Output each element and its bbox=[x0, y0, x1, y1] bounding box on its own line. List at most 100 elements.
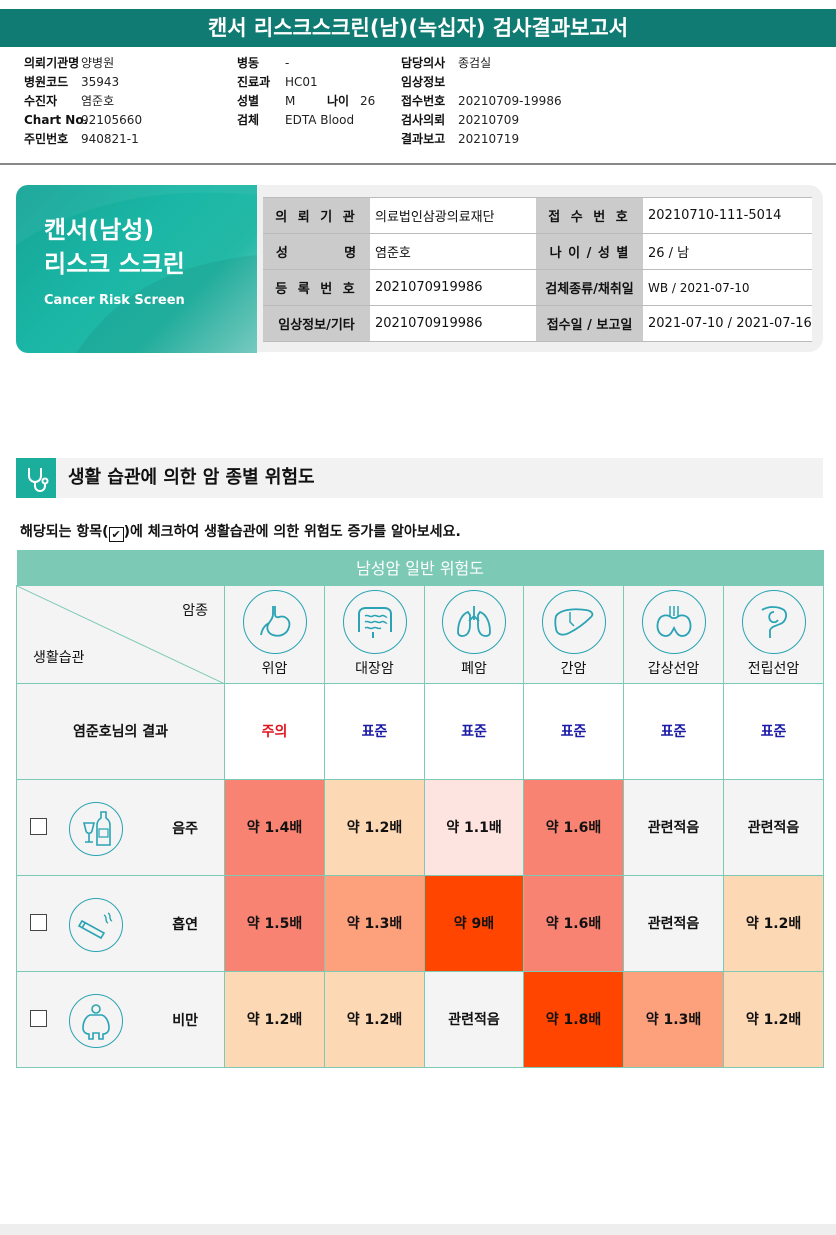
stomach-icon bbox=[242, 590, 307, 654]
risk-table: 남성암 일반 위험도 암종 생활습관 위암 대장암 폐암 bbox=[16, 550, 825, 1068]
result-cell: 표준 bbox=[523, 682, 624, 780]
meta-value: 26 bbox=[360, 94, 376, 108]
meta-right: 담당의사 종검실 임상정보 접수번호 20210709-19986 검사의뢰 2021… bbox=[401, 54, 562, 149]
info-row: 등 록 번 호 2021070919986 검체종류/채취일 WB / 2021… bbox=[263, 269, 812, 306]
habit-label: 비만 bbox=[172, 1012, 198, 1029]
meta-key: 검사의뢰 bbox=[401, 113, 446, 127]
corner-cell: 암종 생활습관 bbox=[16, 584, 225, 684]
meta-value: 종검실 bbox=[458, 56, 492, 70]
colon-icon bbox=[342, 590, 407, 654]
alcohol-icon bbox=[69, 801, 123, 856]
alcohol-checkbox[interactable] bbox=[30, 817, 47, 835]
result-cell: 표준 bbox=[623, 682, 724, 780]
cancer-header: 대장암 bbox=[324, 584, 425, 684]
result-cell: 표준 bbox=[424, 682, 524, 780]
info-value: 26 / 남 bbox=[643, 233, 812, 270]
cancer-header: 폐암 bbox=[424, 584, 524, 684]
meta-key: 나이 bbox=[327, 94, 350, 108]
section-title: 생활 습관에 의한 암 종별 위험도 bbox=[68, 467, 315, 488]
cancer-name: 폐암 bbox=[461, 661, 487, 677]
info-row: 임상정보/기타 2021070919986 접수일 / 보고일 2021-07-… bbox=[263, 305, 812, 342]
risk-cell: 약 1.1배 bbox=[424, 778, 524, 876]
patient-info-table: 의 뢰 기 관 의료법인삼광의료재단 접 수 번 호 20210710-111-… bbox=[263, 197, 812, 342]
risk-cell: 약 1.6배 bbox=[523, 874, 624, 972]
corner-bottom-label: 생활습관 bbox=[33, 649, 85, 666]
meta-value: M bbox=[285, 94, 296, 108]
meta-key: 주민번호 bbox=[24, 132, 69, 146]
meta-key: 의뢰기관명 bbox=[24, 56, 80, 70]
obesity-checkbox[interactable] bbox=[30, 1009, 47, 1027]
thyroid-icon bbox=[641, 590, 706, 654]
info-value: 염준호 bbox=[370, 233, 536, 270]
cancer-header: 위암 bbox=[224, 584, 325, 684]
meta-key: 진료과 bbox=[237, 75, 271, 89]
habit-row-obesity: 비만 약 1.2배 약 1.2배 관련적음 약 1.8배 약 1.3배 약 1.… bbox=[16, 970, 825, 1068]
meta-key: 성별 bbox=[237, 94, 260, 108]
instruction-before: 해당되는 항목( bbox=[20, 524, 109, 540]
meta-value: 20210709 bbox=[458, 113, 520, 127]
cancer-header-row: 암종 생활습관 위암 대장암 폐암 간암 bbox=[16, 584, 825, 684]
risk-cell: 약 1.6배 bbox=[523, 778, 624, 876]
meta-value: HC01 bbox=[285, 75, 318, 89]
risk-cell: 약 1.4배 bbox=[224, 778, 325, 876]
info-value: 2021070919986 bbox=[370, 269, 536, 306]
meta-value: 20210719 bbox=[458, 132, 520, 146]
cancer-name: 전립선암 bbox=[747, 661, 800, 677]
banner-subtitle: Cancer Risk Screen bbox=[44, 293, 185, 308]
meta-key: 병동 bbox=[237, 56, 260, 70]
result-cell: 주의 bbox=[224, 682, 325, 780]
risk-cell: 관련적음 bbox=[424, 970, 524, 1068]
risk-cell: 약 1.2배 bbox=[324, 970, 425, 1068]
info-key: 접수일 / 보고일 bbox=[536, 305, 643, 342]
instruction-text: 해당되는 항목(✔)에 체크하여 생활습관에 의한 위험도 증가를 알아보세요. bbox=[20, 521, 461, 542]
smoking-checkbox[interactable] bbox=[30, 913, 47, 931]
info-key: 검체종류/채취일 bbox=[536, 269, 643, 306]
risk-cell: 약 1.2배 bbox=[224, 970, 325, 1068]
habit-cell: 음주 bbox=[16, 778, 225, 876]
info-row: 의 뢰 기 관 의료법인삼광의료재단 접 수 번 호 20210710-111-… bbox=[263, 197, 812, 234]
corner-top-label: 암종 bbox=[182, 602, 208, 619]
info-value: 의료법인삼광의료재단 bbox=[370, 197, 536, 234]
habit-row-alcohol: 음주 약 1.4배 약 1.2배 약 1.1배 약 1.6배 관련적음 관련적음 bbox=[16, 778, 825, 876]
risk-cell: 약 1.2배 bbox=[722, 970, 825, 1068]
instruction-after: )에 체크하여 생활습관에 의한 위험도 증가를 알아보세요. bbox=[123, 524, 461, 540]
liver-icon bbox=[541, 590, 606, 654]
result-row: 염준호님의 결과 주의 표준 표준 표준 표준 표준 bbox=[16, 682, 825, 780]
meta-value: 20210709-19986 bbox=[458, 94, 562, 108]
cancer-name: 간암 bbox=[560, 661, 587, 677]
meta-value: 940821-1 bbox=[81, 132, 139, 146]
stethoscope-icon bbox=[16, 458, 56, 498]
cancer-name: 위암 bbox=[261, 661, 288, 677]
info-value: 2021-07-10 / 2021-07-16 bbox=[643, 305, 812, 342]
section-header: 생활 습관에 의한 암 종별 위험도 bbox=[16, 458, 823, 498]
info-key: 성 명 bbox=[263, 233, 370, 270]
cancer-name: 갑상선암 bbox=[647, 661, 700, 677]
cancer-name: 대장암 bbox=[355, 661, 394, 677]
habit-cell: 비만 bbox=[16, 970, 225, 1068]
info-value: WB / 2021-07-10 bbox=[643, 269, 812, 306]
lungs-icon bbox=[442, 590, 506, 654]
risk-cell: 약 1.2배 bbox=[324, 778, 425, 876]
info-value: 2021070919986 bbox=[370, 305, 536, 342]
table-caption: 남성암 일반 위험도 bbox=[16, 550, 824, 585]
info-value: 20210710-111-5014 bbox=[643, 197, 812, 234]
meta-mid: 병동 - 진료과 HC01 성별 M 나이 26 검체 EDTA Blood bbox=[237, 54, 375, 130]
meta-key: Chart No. bbox=[24, 113, 89, 127]
cancer-header: 갑상선암 bbox=[623, 584, 724, 684]
banner-texture bbox=[16, 185, 257, 353]
prostate-icon bbox=[741, 590, 806, 654]
result-label: 염준호님의 결과 bbox=[16, 682, 225, 780]
risk-cell: 약 1.8배 bbox=[523, 970, 624, 1068]
cancer-header: 간암 bbox=[523, 584, 624, 684]
meta-value: 35943 bbox=[81, 75, 120, 89]
risk-cell: 관련적음 bbox=[623, 778, 724, 876]
risk-cell: 약 1.3배 bbox=[623, 970, 724, 1068]
result-cell: 표준 bbox=[324, 682, 425, 780]
habit-cell: 흡연 bbox=[16, 874, 225, 972]
divider bbox=[0, 163, 836, 165]
obesity-icon bbox=[69, 993, 123, 1048]
footer-band bbox=[0, 1224, 836, 1235]
meta-key: 검체 bbox=[237, 113, 260, 127]
info-key: 접 수 번 호 bbox=[536, 197, 643, 234]
info-key: 나 이 / 성 별 bbox=[536, 233, 643, 270]
